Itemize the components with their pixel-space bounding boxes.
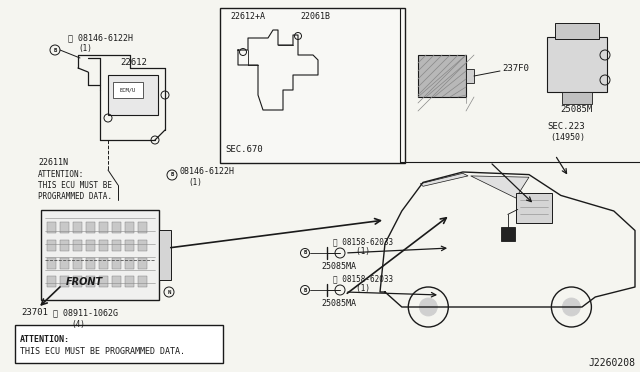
Text: 22612: 22612 <box>120 58 147 67</box>
Text: (1): (1) <box>188 178 202 187</box>
Bar <box>418 55 466 97</box>
Polygon shape <box>420 173 468 186</box>
Bar <box>47 276 56 287</box>
Bar <box>112 258 121 269</box>
Bar <box>108 75 158 115</box>
Text: 25085M: 25085M <box>560 105 592 114</box>
Bar <box>159 230 171 280</box>
Bar <box>555 23 599 39</box>
Bar <box>86 276 95 287</box>
Bar <box>15 325 223 363</box>
Text: FRONT: FRONT <box>66 277 103 287</box>
Text: ATTENTION:: ATTENTION: <box>38 170 84 179</box>
Bar <box>112 222 121 233</box>
Bar <box>125 240 134 251</box>
Text: B: B <box>53 48 56 52</box>
Bar <box>138 276 147 287</box>
Text: THIS ECU MUST BE PROGRAMMED DATA.: THIS ECU MUST BE PROGRAMMED DATA. <box>20 347 185 356</box>
Bar <box>47 240 56 251</box>
Polygon shape <box>470 176 529 198</box>
Text: PROGRAMMED DATA.: PROGRAMMED DATA. <box>38 192 112 201</box>
Bar <box>86 240 95 251</box>
Bar <box>60 222 69 233</box>
Bar <box>47 222 56 233</box>
Bar <box>99 258 108 269</box>
Text: 08146-6122H: 08146-6122H <box>180 167 235 176</box>
Bar <box>73 240 82 251</box>
Text: 22061B: 22061B <box>300 12 330 21</box>
Bar <box>99 222 108 233</box>
Text: (4): (4) <box>71 320 85 329</box>
Text: Ⓝ 08911-1062G: Ⓝ 08911-1062G <box>53 308 118 317</box>
Bar <box>99 276 108 287</box>
Bar <box>47 258 56 269</box>
Circle shape <box>563 298 580 316</box>
Bar <box>220 8 405 163</box>
Bar <box>112 276 121 287</box>
Text: THIS ECU MUST BE: THIS ECU MUST BE <box>38 181 112 190</box>
Bar <box>113 82 143 98</box>
Bar <box>86 258 95 269</box>
Bar <box>125 276 134 287</box>
Text: Ⓑ 08158-62033
     (1): Ⓑ 08158-62033 (1) <box>333 274 393 294</box>
Text: SEC.670: SEC.670 <box>225 145 262 154</box>
Text: (1): (1) <box>78 44 92 53</box>
Text: J2260208: J2260208 <box>588 358 635 368</box>
Text: ECM/U: ECM/U <box>120 87 136 93</box>
Text: 25085MA: 25085MA <box>321 262 356 271</box>
Bar <box>73 276 82 287</box>
Bar <box>501 227 515 241</box>
Text: 23701: 23701 <box>21 308 48 317</box>
Text: 237F0: 237F0 <box>502 64 529 73</box>
Bar <box>562 92 592 104</box>
Text: B: B <box>170 173 173 177</box>
Bar <box>547 37 607 92</box>
Bar <box>73 222 82 233</box>
Bar <box>41 210 159 300</box>
Text: 22612+A: 22612+A <box>230 12 265 21</box>
Bar <box>60 276 69 287</box>
Bar <box>125 258 134 269</box>
Bar <box>73 258 82 269</box>
Text: ATTENTION:: ATTENTION: <box>20 335 70 344</box>
Bar <box>138 240 147 251</box>
Bar <box>466 69 474 83</box>
Bar <box>138 258 147 269</box>
Text: N: N <box>168 289 171 295</box>
Text: SEC.223: SEC.223 <box>547 122 584 131</box>
Text: 22611N: 22611N <box>38 158 68 167</box>
Text: B: B <box>303 288 307 292</box>
Bar <box>112 240 121 251</box>
Bar <box>86 222 95 233</box>
Circle shape <box>419 298 437 316</box>
Text: Ⓑ 08146-6122H: Ⓑ 08146-6122H <box>68 33 133 42</box>
Text: (14950): (14950) <box>550 133 585 142</box>
Text: 25085MA: 25085MA <box>321 299 356 308</box>
Bar <box>99 240 108 251</box>
Bar <box>125 222 134 233</box>
Text: B: B <box>303 250 307 256</box>
Text: Ⓑ 08158-62033
     (1): Ⓑ 08158-62033 (1) <box>333 237 393 256</box>
Bar <box>516 193 552 224</box>
Bar <box>60 258 69 269</box>
Bar <box>60 240 69 251</box>
Bar <box>138 222 147 233</box>
